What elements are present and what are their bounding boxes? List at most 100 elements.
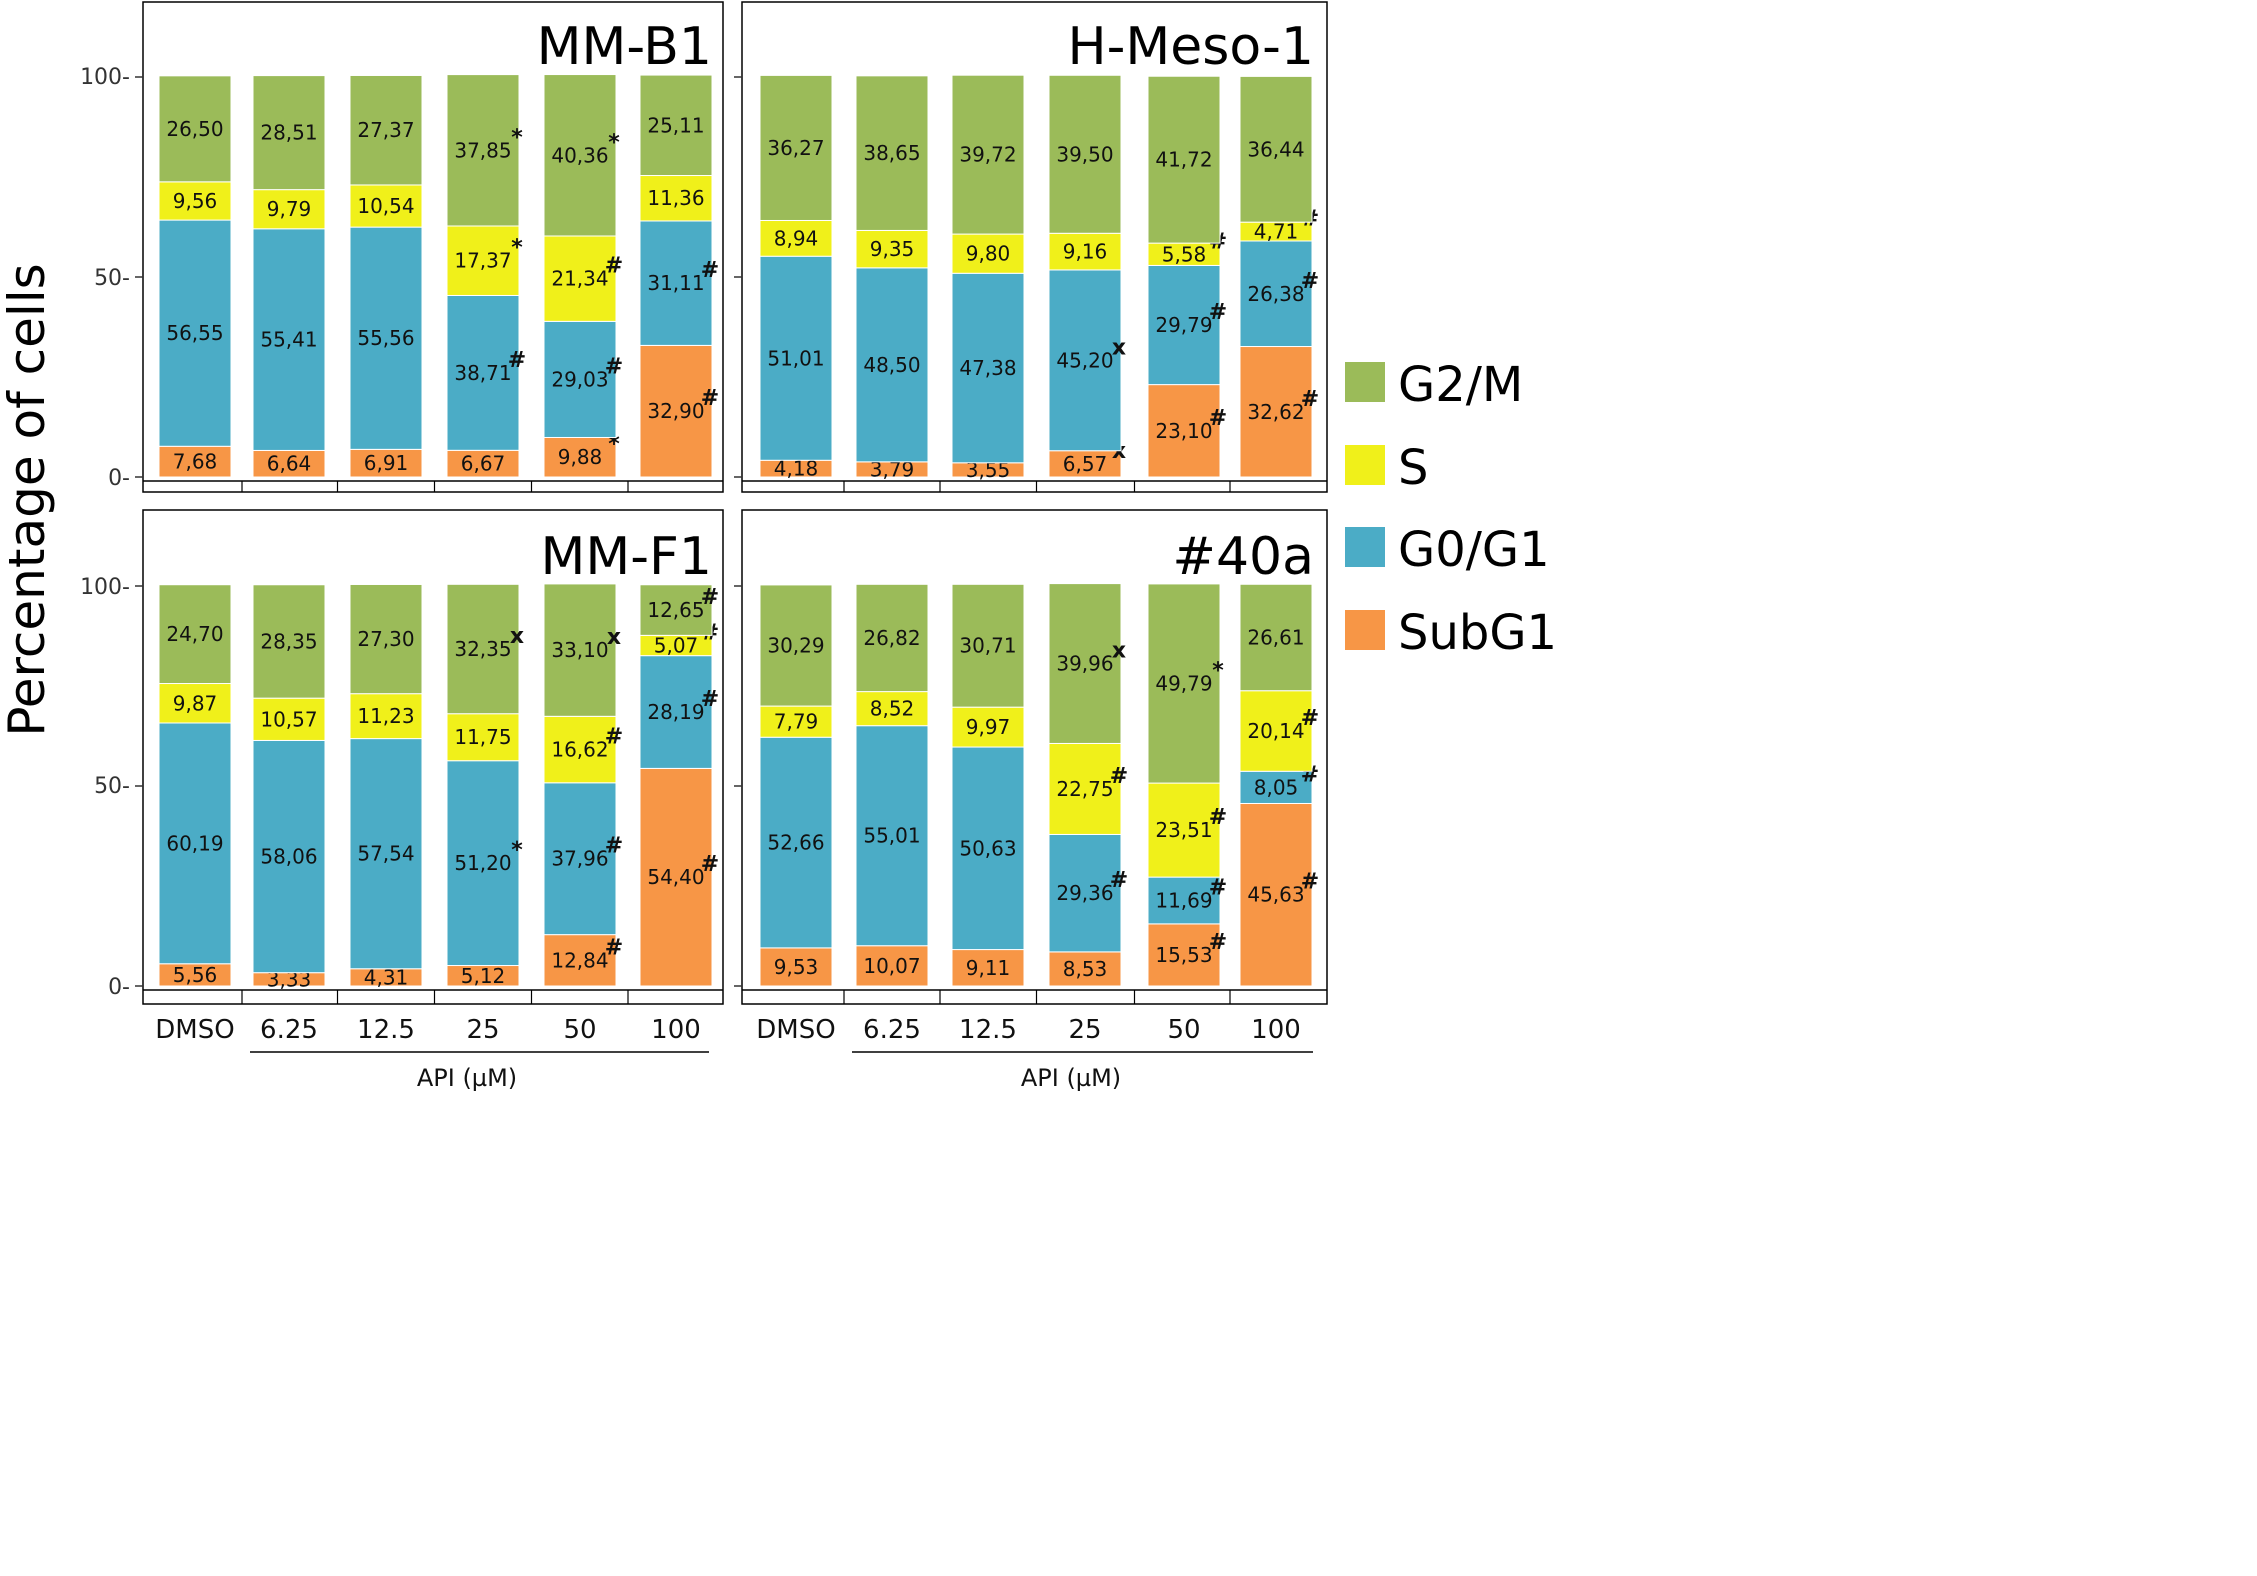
data-label-s: 5,07 (654, 634, 699, 658)
data-label-subg1: 9,53 (774, 955, 819, 979)
data-label-g2m: 27,30 (357, 627, 414, 651)
data-label-subg1: 10,07 (863, 954, 920, 978)
y-tick-100-top: 100- (80, 65, 130, 90)
bar-6.25: 10,07 55,01 8,52 26,82 (855, 583, 929, 987)
bar-segment-g2m (158, 75, 232, 183)
data-label-s: 20,14 (1247, 719, 1304, 743)
bar-segment-g2m (1239, 583, 1313, 692)
data-label-subg1: 7,68 (173, 450, 218, 474)
bar-segment-g2m (759, 74, 833, 221)
data-label-g2m: 36,44 (1247, 137, 1304, 161)
data-label-g0g1: 51,20 (454, 851, 511, 875)
data-label-g2m: 33,10 (551, 638, 608, 662)
bar-segment-g2m (639, 584, 713, 636)
bar-segment-s (855, 691, 929, 727)
bar-segment-s (1048, 742, 1122, 835)
data-label-s: 4,71 (1254, 220, 1299, 244)
bar-segment-s (252, 697, 326, 741)
legend-swatch-g2m (1345, 362, 1385, 402)
bar-segment-g2m (1147, 583, 1221, 784)
bar-segment-g2m (349, 583, 423, 695)
significance-mark-g2m: x (510, 624, 524, 649)
bar-segment-g0g1 (543, 782, 617, 936)
data-label-g0g1: 37,96 (551, 847, 608, 871)
x-label-25-left: 25 (466, 1015, 499, 1045)
y-tick-100-bottom: 100- (80, 575, 130, 600)
data-label-s: 8,94 (774, 226, 819, 250)
data-label-s: 7,79 (774, 710, 819, 734)
data-label-g0g1: 47,38 (959, 356, 1016, 380)
data-label-g2m: 24,70 (166, 622, 223, 646)
data-label-g2m: 37,85 (454, 138, 511, 162)
data-label-g0g1: 29,79 (1155, 313, 1212, 337)
bar-segment-g0g1 (158, 219, 232, 447)
data-label-g2m: 32,35 (454, 637, 511, 661)
x-label-100-left: 100 (651, 1015, 701, 1045)
data-label-s: 10,57 (260, 707, 317, 731)
data-label-subg1: 45,63 (1247, 883, 1304, 907)
data-label-g0g1: 8,05 (1254, 775, 1299, 799)
significance-mark-g0g1: # (701, 258, 719, 283)
significance-mark-g2m: * (1212, 659, 1224, 684)
significance-mark-s: # (605, 254, 623, 279)
data-label-g0g1: 57,54 (357, 842, 414, 866)
bar-segment-g2m (349, 74, 423, 186)
bar-DMSO: 9,53 52,66 7,79 30,29 (759, 584, 833, 987)
bar-segment-s (252, 189, 326, 230)
bar-12.5: 9,11 50,63 9,97 30,71 (951, 583, 1025, 987)
data-label-s: 8,52 (870, 697, 915, 721)
bar-segment-subg1 (639, 767, 713, 987)
panel-frame-mm-b1 (142, 1, 724, 493)
bar-segment-g0g1 (446, 760, 520, 967)
y-axis-title: Percentage of cells (0, 263, 56, 736)
significance-mark-g2m: * (608, 130, 620, 155)
bar-segment-g0g1 (951, 746, 1025, 951)
data-label-g2m: 40,36 (551, 143, 608, 167)
bar-segment-g0g1 (1048, 833, 1122, 953)
significance-mark-g0g1: # (605, 834, 623, 859)
data-label-subg1: 9,88 (558, 445, 603, 469)
bars-layer: 7,68 56,55 9,56 26,50 6,64 55,41 9,79 28,51 6,91… (135, 74, 1327, 1004)
data-label-g2m: 30,29 (767, 634, 824, 658)
data-label-g2m: 28,51 (260, 121, 317, 145)
bar-segment-s (1147, 782, 1221, 878)
data-label-g0g1: 60,19 (166, 831, 223, 855)
bar-segment-g0g1 (349, 738, 423, 970)
significance-mark-subg1: # (701, 386, 719, 411)
legend-label-g0g1: G0/G1 (1398, 522, 1550, 578)
data-label-subg1: 32,90 (647, 399, 704, 423)
data-label-subg1: 6,64 (267, 452, 312, 476)
data-label-g0g1: 55,41 (260, 328, 317, 352)
x-label-dmso-left: DMSO (155, 1015, 234, 1045)
panel-frame-h-meso-1 (741, 1, 1328, 493)
data-label-g0g1: 28,19 (647, 700, 704, 724)
bar-segment-g2m (446, 583, 520, 715)
data-label-g2m: 26,82 (863, 626, 920, 650)
legend-label-subg1: SubG1 (1398, 605, 1557, 661)
bar-segment-g2m (446, 74, 520, 227)
bar-segment-g2m (1239, 75, 1313, 223)
data-label-g2m: 25,11 (647, 113, 704, 137)
bar-segment-subg1 (543, 934, 617, 987)
bar-100: 54,40#28,19#5,07#12,65# (639, 584, 719, 987)
bar-segment-subg1 (1147, 923, 1221, 987)
bar-segment-g2m (158, 584, 232, 685)
panel-title-mm-f1: MM-F1 (541, 527, 713, 587)
data-label-s: 9,35 (870, 237, 915, 261)
bar-segment-g0g1 (349, 226, 423, 450)
panel-2: 5,5660,199,8724,703,3358,0610,5728,354,3… (135, 583, 723, 1004)
x-axis-title-right: API (µM) (1021, 1064, 1121, 1092)
data-label-g0g1: 38,71 (454, 361, 511, 385)
bar-50: 23,10#29,79#5,58#41,72 (1147, 75, 1227, 478)
bar-segment-s (759, 219, 833, 257)
data-label-g0g1: 11,69 (1155, 889, 1212, 913)
legend: G2/M S G0/G1 SubG1 (1345, 357, 1557, 661)
data-label-g0g1: 29,03 (551, 367, 608, 391)
bar-segment-g2m (855, 75, 929, 231)
significance-mark-s: # (605, 725, 623, 750)
bar-segment-g2m (252, 75, 326, 191)
significance-mark-g0g1: # (605, 354, 623, 379)
